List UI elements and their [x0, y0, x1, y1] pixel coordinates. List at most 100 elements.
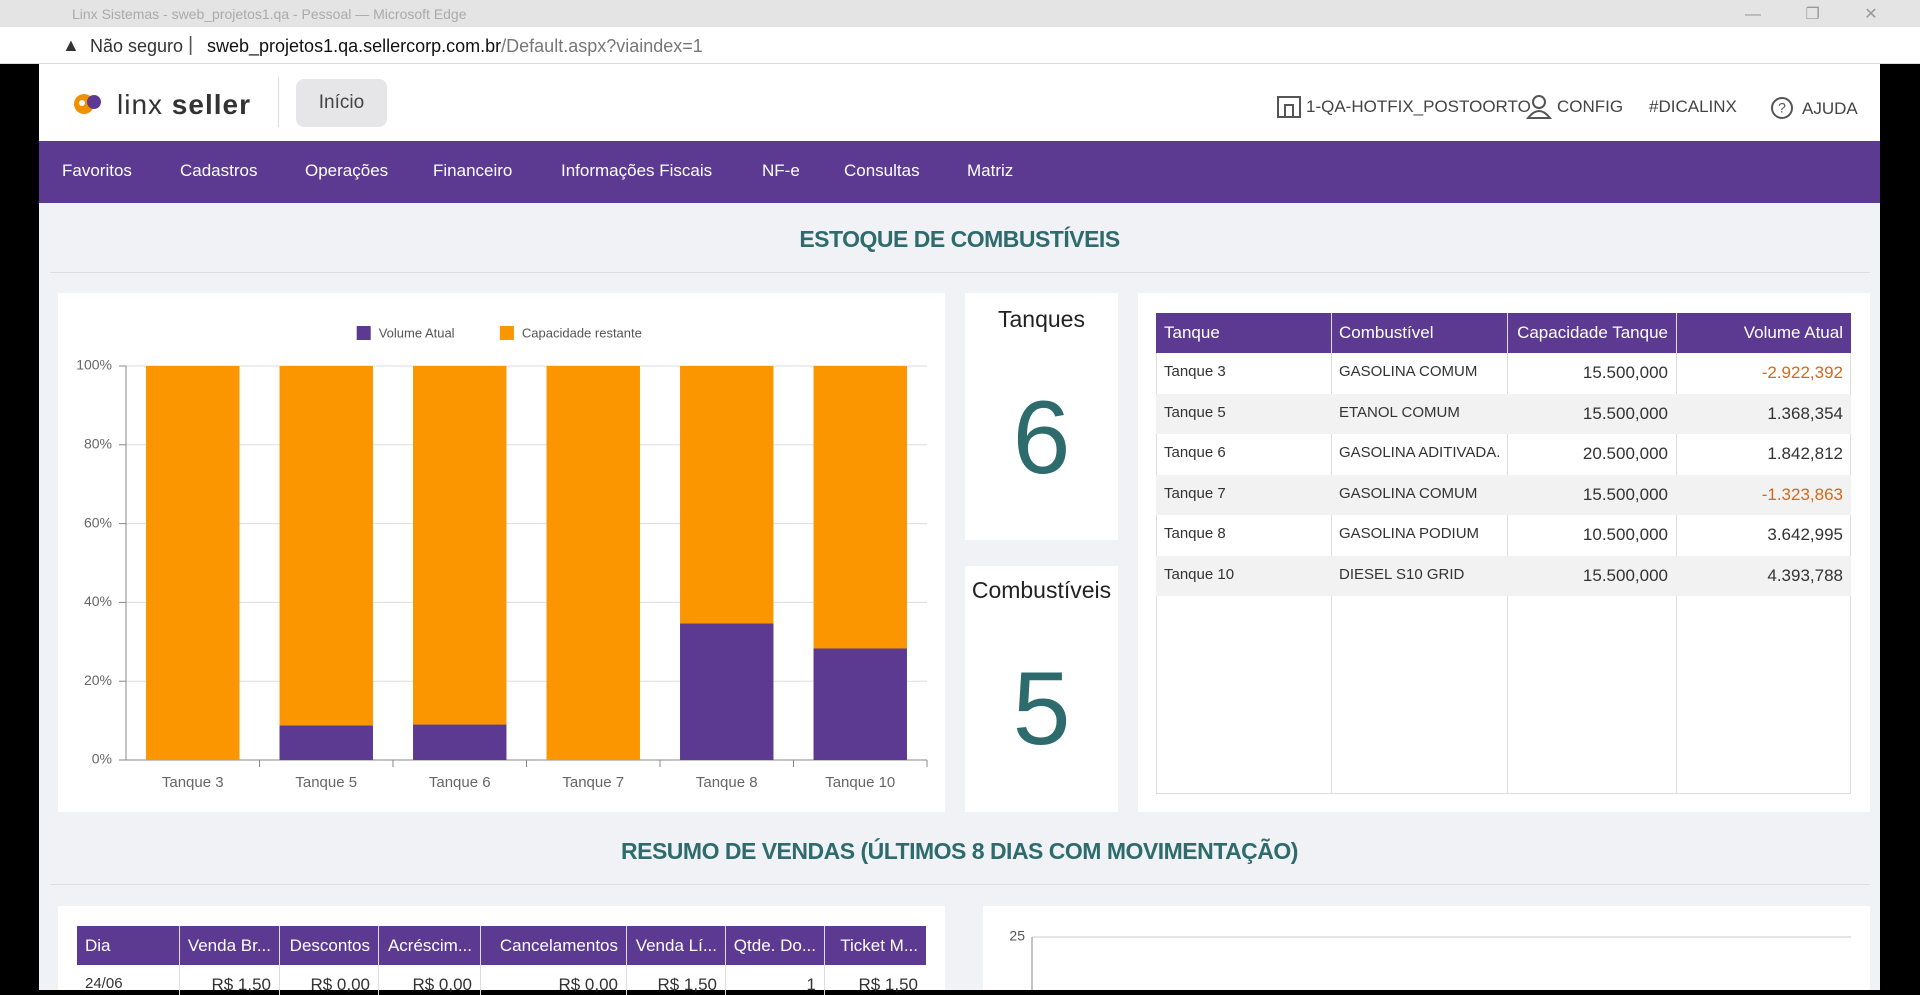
bar-segment: [813, 648, 907, 760]
legend-label: Volume Atual: [379, 325, 455, 340]
header-separator: [278, 77, 279, 127]
legend-label: Capacidade restante: [522, 325, 642, 340]
nav-item[interactable]: Financeiro: [433, 161, 513, 180]
address-bar[interactable]: [0, 27, 1920, 64]
kpi-card: Combustíveis 5: [965, 566, 1118, 812]
logo-seller: seller: [171, 89, 251, 120]
table-cell: 15.500,000: [1582, 403, 1668, 423]
legend-swatch: [356, 326, 371, 340]
y-tick-label: 25: [1009, 928, 1025, 944]
warning-icon: ▲: [62, 35, 80, 55]
column-line: [179, 926, 180, 995]
y-tick-label: 80%: [84, 436, 112, 452]
table-cell: Tanque 8: [1164, 525, 1226, 542]
nav-item[interactable]: Cadastros: [180, 161, 258, 180]
column-line: [279, 926, 280, 995]
separator: |: [188, 34, 194, 56]
x-tick-label: Tanque 8: [696, 774, 758, 791]
column-header: Capacidade Tanque: [1517, 323, 1668, 342]
column-line: [480, 926, 481, 995]
x-tick-label: Tanque 3: [162, 774, 224, 791]
column-header: Acréscim...: [387, 935, 472, 955]
divider: [50, 272, 1870, 273]
home-button[interactable]: Início: [296, 79, 387, 127]
nav-bar: Favoritos Cadastros Operações Financeiro Inf…: [39, 141, 1880, 203]
bar-segment: [413, 724, 507, 760]
column-header: Venda Lí...: [635, 935, 717, 955]
column-line: [626, 926, 627, 995]
bar-segment: [813, 366, 907, 649]
table-header: [1156, 313, 1851, 353]
nav-item[interactable]: Consultas: [844, 161, 920, 180]
table-cell: GASOLINA PODIUM: [1339, 525, 1480, 542]
row-stripe: [1156, 474, 1851, 515]
logo-icon: [74, 94, 101, 114]
table-cell: R$ 1,50: [211, 975, 271, 994]
help-icon: ?: [1771, 97, 1793, 119]
table-cell: 3.642,995: [1767, 525, 1843, 544]
column-header: Dia: [85, 935, 111, 955]
column-header: Combustível: [1339, 323, 1434, 342]
nav-item[interactable]: Favoritos: [62, 161, 132, 180]
table-cell: GASOLINA ADITIVADA...: [1339, 444, 1499, 461]
nav-item[interactable]: Informações Fiscais: [561, 161, 713, 180]
table-cell: R$ 1,50: [858, 975, 918, 994]
y-tick-label: 40%: [84, 593, 112, 609]
table-cell: GASOLINA COMUM: [1339, 484, 1478, 502]
title-bar: [0, 0, 1920, 27]
nav-item[interactable]: Matriz: [967, 161, 1014, 180]
config-icon: [1526, 95, 1552, 119]
bar-segment: [413, 366, 507, 725]
table-cell: 1: [806, 975, 816, 994]
store-link[interactable]: 1-QA-HOTFIX_POSTOORTO: [1306, 97, 1531, 116]
legend-swatch: [499, 326, 514, 340]
column-header: Cancelamentos: [499, 935, 618, 955]
table-card: Tanque Combustível Capacidade Tanque Volume…: [1138, 293, 1870, 812]
bar-segment: [546, 366, 640, 760]
table-card: Dia Venda Br... Descontos Acréscim... Cancel…: [58, 906, 945, 995]
x-tick-label: Tanque 5: [295, 774, 357, 791]
y-tick-label: 20%: [84, 672, 112, 688]
table-cell: GASOLINA COMUM: [1339, 363, 1478, 380]
column-header: Volume Atual: [1743, 323, 1843, 342]
url-path: /Default.aspx?viaindex=1: [501, 36, 703, 56]
config-link[interactable]: CONFIG: [1557, 97, 1624, 116]
column-header: Descontos: [289, 935, 370, 955]
kpi-label: Tanques: [998, 306, 1085, 332]
column-line: [1676, 313, 1677, 793]
url[interactable]: sweb_projetos1.qa.sellercorp.com.br/Defa…: [207, 36, 703, 57]
table-cell: Tanque 10: [1164, 565, 1235, 583]
logo[interactable]: linx seller: [117, 89, 251, 121]
kpi-value: 6: [1012, 380, 1071, 496]
table-cell: 20.500,000: [1582, 444, 1668, 463]
column-header: Ticket M...: [840, 935, 918, 955]
table-cell: 10.500,000: [1582, 525, 1668, 544]
x-tick-label: Tanque 6: [429, 774, 491, 791]
kpi-card: Tanques 6: [965, 293, 1118, 540]
kpi-value: 5: [1012, 651, 1071, 767]
help-link[interactable]: AJUDA: [1802, 99, 1858, 118]
column-line: [824, 926, 825, 995]
column-line: [725, 926, 726, 995]
url-host: sweb_projetos1.qa.sellercorp.com.br: [207, 36, 502, 56]
table-cell: R$ 0,00: [412, 975, 472, 994]
bar-segment: [279, 366, 373, 726]
y-tick-label: 60%: [84, 514, 112, 530]
table-cell: 24/06: [85, 975, 123, 992]
column-header: Venda Br...: [187, 935, 271, 955]
table-cell: Tanque 7: [1164, 484, 1226, 502]
nav-item[interactable]: Operações: [305, 161, 389, 180]
bar-segment: [680, 623, 774, 760]
column-line: [378, 926, 379, 995]
kpi-label: Combustíveis: [971, 577, 1112, 603]
table-cell: 1.842,812: [1767, 444, 1843, 463]
window-controls[interactable]: — ❐ ✕: [1745, 6, 1878, 23]
nav-item[interactable]: NF-e: [762, 161, 800, 180]
table-cell: 15.500,000: [1582, 363, 1668, 382]
tip-link[interactable]: #DICALINX: [1649, 97, 1737, 116]
table-cell: Tanque 3: [1164, 363, 1226, 380]
divider: [50, 884, 1870, 885]
table-cell: 15.500,000: [1582, 565, 1668, 585]
table-cell: 1.368,354: [1767, 403, 1843, 423]
